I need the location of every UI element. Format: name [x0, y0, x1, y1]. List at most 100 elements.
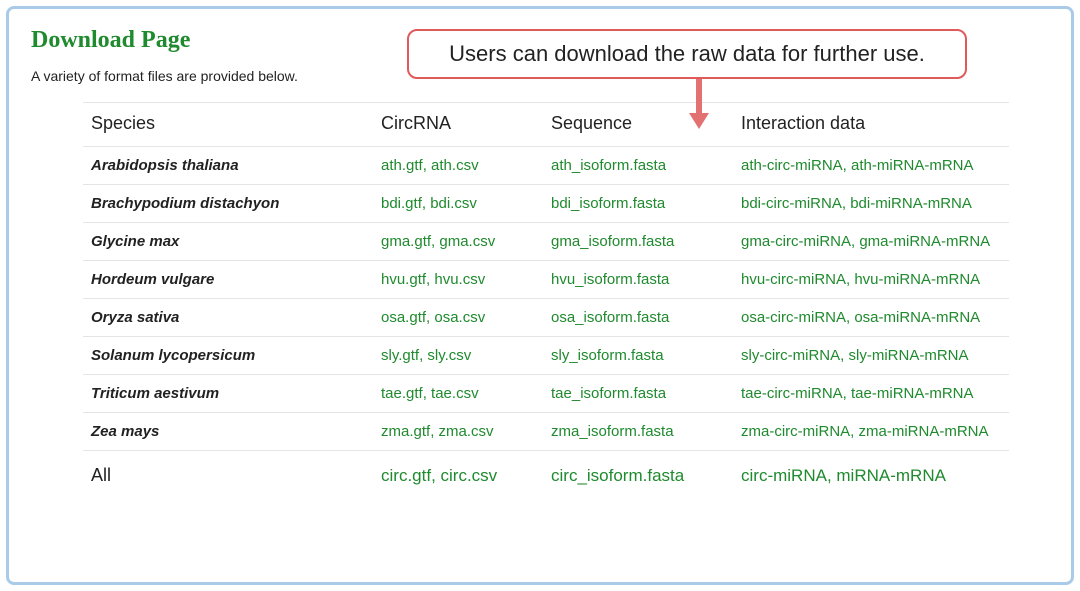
interaction-link[interactable]: bdi-miRNA-mRNA	[850, 195, 972, 212]
circrna-link[interactable]: osa.csv	[434, 309, 485, 326]
page-frame: Download Page A variety of format files …	[6, 6, 1074, 585]
interaction-link[interactable]: sly-miRNA-mRNA	[849, 347, 969, 364]
table-row: Triticum aestivumtae.gtf, tae.csvtae_iso…	[83, 375, 1009, 413]
species-cell: Triticum aestivum	[83, 375, 373, 413]
circrna-link[interactable]: gma.gtf	[381, 233, 431, 250]
sequence-link[interactable]: zma_isoform.fasta	[551, 423, 674, 440]
circrna-cell: ath.gtf, ath.csv	[373, 147, 543, 185]
interaction-link[interactable]: osa-circ-miRNA	[741, 309, 846, 326]
sequence-link[interactable]: osa_isoform.fasta	[551, 309, 669, 326]
interaction-link[interactable]: ath-circ-miRNA	[741, 157, 843, 174]
table-header-row: Species CircRNA Sequence Interaction dat…	[83, 103, 1009, 147]
species-cell: Solanum lycopersicum	[83, 337, 373, 375]
sequence-link[interactable]: circ_isoform.fasta	[551, 466, 684, 485]
separator: ,	[842, 195, 850, 212]
interaction-link[interactable]: zma-miRNA-mRNA	[859, 423, 989, 440]
interaction-link[interactable]: tae-circ-miRNA	[741, 385, 843, 402]
interaction-cell: zma-circ-miRNA, zma-miRNA-mRNA	[733, 413, 1009, 451]
circrna-link[interactable]: gma.csv	[439, 233, 495, 250]
table-row: Solanum lycopersicumsly.gtf, sly.csvsly_…	[83, 337, 1009, 375]
circrna-cell: hvu.gtf, hvu.csv	[373, 261, 543, 299]
interaction-link[interactable]: circ-miRNA	[741, 466, 827, 485]
interaction-link[interactable]: tae-miRNA-mRNA	[851, 385, 974, 402]
interaction-link[interactable]: ath-miRNA-mRNA	[851, 157, 974, 174]
circrna-link[interactable]: circ.gtf	[381, 466, 431, 485]
circrna-link[interactable]: sly.gtf	[381, 347, 419, 364]
circrna-link[interactable]: tae.csv	[431, 385, 479, 402]
interaction-link[interactable]: gma-circ-miRNA	[741, 233, 851, 250]
circrna-link[interactable]: sly.csv	[427, 347, 471, 364]
interaction-link[interactable]: hvu-circ-miRNA	[741, 271, 846, 288]
circrna-cell: osa.gtf, osa.csv	[373, 299, 543, 337]
species-cell: Hordeum vulgare	[83, 261, 373, 299]
sequence-link[interactable]: ath_isoform.fasta	[551, 157, 666, 174]
circrna-link[interactable]: circ.csv	[441, 466, 498, 485]
table-row: Brachypodium distachyonbdi.gtf, bdi.csvb…	[83, 185, 1009, 223]
table-row: All circ.gtf, circ.csv circ_isoform.fasta c…	[83, 451, 1009, 497]
circrna-cell: sly.gtf, sly.csv	[373, 337, 543, 375]
col-species: Species	[83, 103, 373, 147]
circrna-link[interactable]: ath.gtf	[381, 157, 423, 174]
species-cell: Zea mays	[83, 413, 373, 451]
sequence-cell: gma_isoform.fasta	[543, 223, 733, 261]
sequence-cell: hvu_isoform.fasta	[543, 261, 733, 299]
interaction-cell: osa-circ-miRNA, osa-miRNA-mRNA	[733, 299, 1009, 337]
circrna-link[interactable]: hvu.csv	[434, 271, 485, 288]
table-row: Arabidopsis thalianaath.gtf, ath.csvath_…	[83, 147, 1009, 185]
circrna-cell: bdi.gtf, bdi.csv	[373, 185, 543, 223]
circrna-link[interactable]: bdi.gtf	[381, 195, 422, 212]
species-cell: Brachypodium distachyon	[83, 185, 373, 223]
circrna-cell: gma.gtf, gma.csv	[373, 223, 543, 261]
interaction-link[interactable]: hvu-miRNA-mRNA	[854, 271, 980, 288]
sequence-link[interactable]: tae_isoform.fasta	[551, 385, 666, 402]
table-body: Arabidopsis thalianaath.gtf, ath.csvath_…	[83, 147, 1009, 497]
circrna-cell: tae.gtf, tae.csv	[373, 375, 543, 413]
sequence-link[interactable]: hvu_isoform.fasta	[551, 271, 669, 288]
circrna-link[interactable]: bdi.csv	[430, 195, 477, 212]
separator: ,	[827, 466, 836, 485]
species-cell: Oryza sativa	[83, 299, 373, 337]
sequence-cell: bdi_isoform.fasta	[543, 185, 733, 223]
table-row: Oryza sativaosa.gtf, osa.csv osa_isoform.…	[83, 299, 1009, 337]
interaction-cell: circ-miRNA, miRNA-mRNA	[733, 451, 1009, 497]
sequence-cell: sly_isoform.fasta	[543, 337, 733, 375]
separator: ,	[840, 347, 848, 364]
col-sequence: Sequence	[543, 103, 733, 147]
downloads-table-wrap: Species CircRNA Sequence Interaction dat…	[83, 102, 1009, 496]
sequence-link[interactable]: sly_isoform.fasta	[551, 347, 664, 364]
interaction-link[interactable]: osa-miRNA-mRNA	[854, 309, 980, 326]
species-cell: Glycine max	[83, 223, 373, 261]
interaction-link[interactable]: zma-circ-miRNA	[741, 423, 850, 440]
species-cell: All	[83, 451, 373, 497]
separator: ,	[843, 385, 851, 402]
separator: ,	[423, 157, 431, 174]
interaction-cell: sly-circ-miRNA, sly-miRNA-mRNA	[733, 337, 1009, 375]
interaction-link[interactable]: miRNA-mRNA	[836, 466, 946, 485]
table-row: Hordeum vulgarehvu.gtf, hvu.csv hvu_isofo…	[83, 261, 1009, 299]
sequence-link[interactable]: bdi_isoform.fasta	[551, 195, 665, 212]
sequence-cell: ath_isoform.fasta	[543, 147, 733, 185]
circrna-link[interactable]: hvu.gtf	[381, 271, 426, 288]
separator: ,	[431, 466, 440, 485]
interaction-link[interactable]: bdi-circ-miRNA	[741, 195, 842, 212]
callout-box: Users can download the raw data for furt…	[407, 29, 967, 79]
downloads-table: Species CircRNA Sequence Interaction dat…	[83, 102, 1009, 496]
circrna-link[interactable]: tae.gtf	[381, 385, 423, 402]
interaction-link[interactable]: gma-miRNA-mRNA	[859, 233, 990, 250]
species-cell: Arabidopsis thaliana	[83, 147, 373, 185]
circrna-link[interactable]: zma.gtf	[381, 423, 430, 440]
sequence-cell: tae_isoform.fasta	[543, 375, 733, 413]
interaction-cell: hvu-circ-miRNA, hvu-miRNA-mRNA	[733, 261, 1009, 299]
circrna-link[interactable]: osa.gtf	[381, 309, 426, 326]
interaction-link[interactable]: sly-circ-miRNA	[741, 347, 840, 364]
sequence-cell: zma_isoform.fasta	[543, 413, 733, 451]
callout-text: Users can download the raw data for furt…	[449, 41, 925, 67]
interaction-cell: tae-circ-miRNA, tae-miRNA-mRNA	[733, 375, 1009, 413]
interaction-cell: bdi-circ-miRNA, bdi-miRNA-mRNA	[733, 185, 1009, 223]
col-interaction: Interaction data	[733, 103, 1009, 147]
interaction-cell: ath-circ-miRNA, ath-miRNA-mRNA	[733, 147, 1009, 185]
circrna-link[interactable]: ath.csv	[431, 157, 479, 174]
sequence-link[interactable]: gma_isoform.fasta	[551, 233, 674, 250]
circrna-link[interactable]: zma.csv	[439, 423, 494, 440]
interaction-cell: gma-circ-miRNA, gma-miRNA-mRNA	[733, 223, 1009, 261]
